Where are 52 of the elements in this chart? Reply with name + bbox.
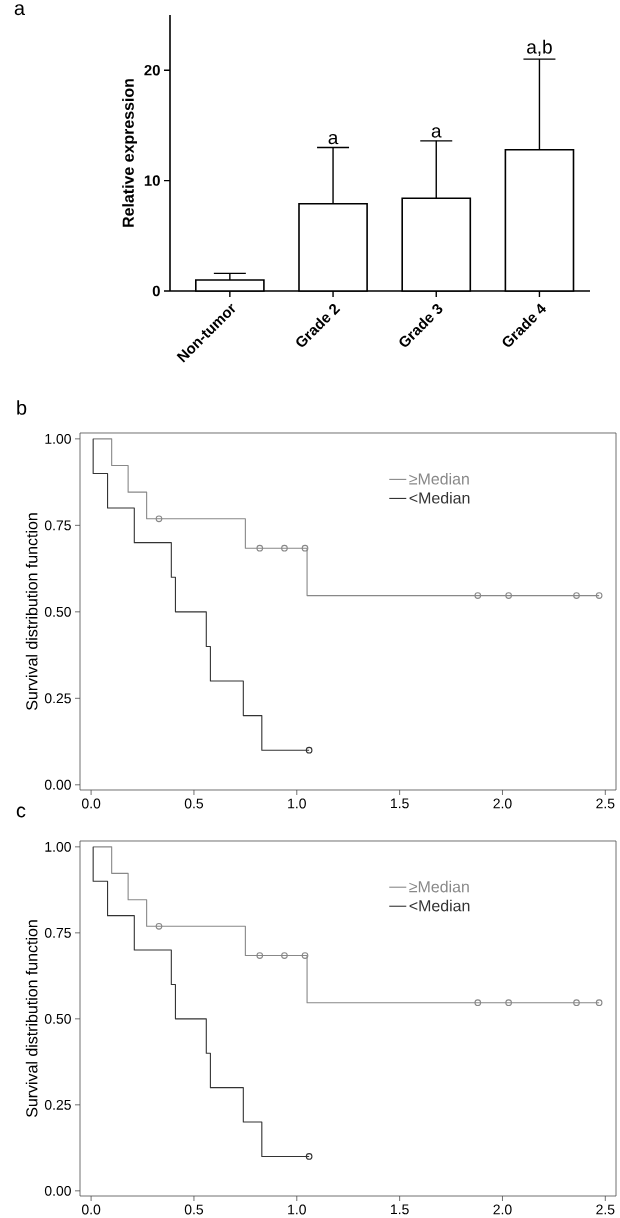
y-axis-title: Survival distribution function <box>25 513 38 711</box>
x-tick-label: 2.0 <box>493 798 512 809</box>
point <box>155 922 163 930</box>
point <box>256 952 264 959</box>
x-tick-label: 2.5 <box>596 1204 615 1215</box>
legend-label: ≥Median <box>409 880 469 893</box>
y-tick-label: 1.00 <box>45 841 71 852</box>
chart-title: a <box>14 4 25 16</box>
annotation: a <box>328 133 339 145</box>
point <box>573 999 580 1007</box>
point <box>301 544 309 552</box>
x-tick-label: 1.5 <box>391 1204 409 1215</box>
y-tick-label: 0.50 <box>44 606 71 617</box>
point <box>155 515 163 523</box>
x-tick-label: 0.0 <box>81 1204 101 1215</box>
chart-title: b <box>17 400 27 415</box>
y-tick-label: 0 <box>152 285 160 297</box>
legend-label: <Median <box>409 899 470 912</box>
point <box>474 592 482 599</box>
point <box>573 592 580 599</box>
legend-label: ≥Median <box>409 472 469 485</box>
y-axis-title: Relative expression <box>122 79 138 227</box>
x-tick-label: 1.0 <box>288 1204 306 1215</box>
point <box>301 952 309 959</box>
point <box>256 544 264 552</box>
y-axis-title: Survival distribution function <box>25 920 38 1118</box>
x-tick-label: 1.5 <box>391 798 409 809</box>
x-tick-label: 1.0 <box>288 798 306 809</box>
x-tick-label: 0.5 <box>184 798 204 809</box>
y-tick-label: 1.00 <box>45 433 71 444</box>
y-tick-label: 0.25 <box>44 693 71 704</box>
point <box>281 544 288 552</box>
y-tick-label: 0.50 <box>44 1013 71 1024</box>
legend-label: <Median <box>409 491 470 504</box>
y-tick-label: 20 <box>144 64 160 76</box>
annotation: a <box>431 127 442 138</box>
y-tick-label: 0.00 <box>44 779 71 790</box>
point <box>474 999 482 1007</box>
y-tick-label: 0.75 <box>44 927 71 938</box>
x-tick-label: 2.0 <box>493 1204 512 1215</box>
x-tick-label: 0.0 <box>81 798 101 809</box>
point <box>281 952 288 959</box>
point <box>505 999 512 1007</box>
chart-title: c <box>16 806 26 818</box>
x-tick-label: 0.5 <box>184 1204 204 1215</box>
x-tick-label: 2.5 <box>596 798 615 809</box>
y-tick-label: 0.00 <box>44 1185 71 1196</box>
y-tick-label: 10 <box>144 175 160 186</box>
y-tick-label: 0.75 <box>44 520 71 531</box>
point <box>505 592 512 599</box>
y-tick-label: 0.25 <box>44 1099 71 1110</box>
annotation: a,b <box>527 39 552 56</box>
